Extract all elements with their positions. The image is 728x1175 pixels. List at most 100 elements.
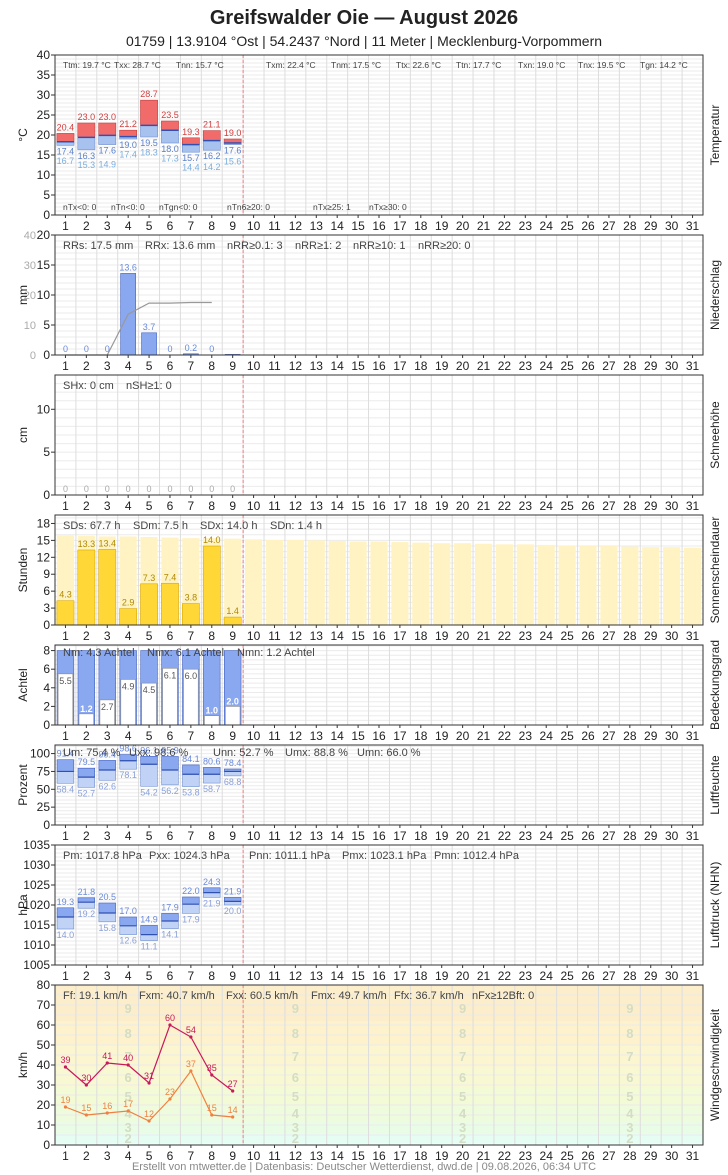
rain-xtick-label: 21 xyxy=(477,359,491,373)
temp-xtick-label: 19 xyxy=(435,219,449,233)
press-min-bar xyxy=(140,934,158,941)
temp-min-label: 19.0 xyxy=(119,140,137,150)
sun-possible-bar xyxy=(495,544,513,625)
rain-ytick-label: 0 xyxy=(43,348,50,362)
pressure-stat: Pmx: 1023.1 hPa xyxy=(342,850,427,862)
wind-ytick-label: 60 xyxy=(37,1018,51,1032)
sun-ytick-label: 9 xyxy=(43,567,50,581)
hum-max-label: 78.4 xyxy=(224,758,242,768)
humidity-xtick-label: 18 xyxy=(414,829,428,843)
humidity-stat: Umn: 66.0 % xyxy=(357,747,421,759)
wind-mean-point xyxy=(63,1105,68,1109)
press-max-label: 14.9 xyxy=(140,914,158,924)
rain-label: 0 xyxy=(84,344,89,354)
humidity-y-axis-label: Prozent xyxy=(16,764,30,806)
rain-sum-tick-label: 0 xyxy=(30,350,36,362)
wind-beaufort-band xyxy=(55,1067,703,1087)
press-min-label: 14.0 xyxy=(57,930,75,940)
sun-xtick-label: 19 xyxy=(435,629,449,643)
sun-bar xyxy=(182,603,200,626)
wind-xtick-label: 8 xyxy=(208,1149,215,1163)
temp-max-bar xyxy=(119,129,138,137)
snow-xtick-label: 23 xyxy=(519,499,533,513)
wind-beaufort-band xyxy=(55,985,703,995)
wind-beaufort-band xyxy=(55,1121,703,1133)
wind-xtick-label: 9 xyxy=(229,1149,236,1163)
wind-xtick-label: 7 xyxy=(188,1149,195,1163)
cloud-xtick-label: 25 xyxy=(560,729,574,743)
pressure-xtick-label: 7 xyxy=(188,969,195,983)
wind-xtick-label: 15 xyxy=(351,1149,365,1163)
press-max-label: 17.9 xyxy=(161,902,179,912)
pressure-xtick-label: 2 xyxy=(83,969,90,983)
wind-xtick-label: 13 xyxy=(310,1149,324,1163)
snow-label: 0 xyxy=(63,484,68,494)
cloud-ytick-label: 8 xyxy=(43,644,50,658)
temp-min-label: 17.6 xyxy=(224,146,242,156)
wind-xtick-label: 2 xyxy=(83,1149,90,1163)
wind-mean-point xyxy=(231,1115,235,1119)
humidity-xtick-label: 2 xyxy=(83,829,90,843)
press-min-label: 20.0 xyxy=(224,906,242,916)
temp-xtick-label: 16 xyxy=(372,219,386,233)
hum-max-bar xyxy=(182,764,200,775)
rain-xtick-label: 23 xyxy=(519,359,533,373)
snow-label: 0 xyxy=(230,484,235,494)
cloud-xtick-label: 28 xyxy=(623,729,637,743)
rain-xtick-label: 22 xyxy=(498,359,512,373)
sun-possible-bar xyxy=(328,540,346,625)
wind-beaufort-label: 3 xyxy=(125,1120,132,1135)
hum-min-bar xyxy=(56,771,75,784)
rain-ytick-label: 15 xyxy=(37,258,51,272)
wind-gust-point xyxy=(210,1073,214,1077)
temp-ytick-label: 15 xyxy=(37,148,51,162)
cloud-ytick-label: 0 xyxy=(43,718,50,732)
station-info: 01759 | 13.9104 °Ost | 54.2437 °Nord | 1… xyxy=(125,33,603,49)
rain-label: 3.7 xyxy=(143,322,156,332)
wind-gust-label: 35 xyxy=(207,1063,217,1073)
cloud-xtick-label: 10 xyxy=(247,729,261,743)
rain-xtick-label: 18 xyxy=(414,359,428,373)
wind-gust-point xyxy=(105,1061,109,1065)
wind-xtick-label: 6 xyxy=(167,1149,174,1163)
temp-min-bar xyxy=(182,144,200,153)
sun-possible-bar xyxy=(516,544,534,625)
wind-beaufort-label: 3 xyxy=(459,1120,466,1135)
sun-stat: SDx: 14.0 h xyxy=(200,520,257,532)
cloud-ytick-label: 6 xyxy=(43,662,50,676)
sun-possible-bar xyxy=(663,547,681,625)
cloud-label: 2.7 xyxy=(101,702,114,712)
sun-bar xyxy=(56,600,75,626)
wind-side-label: Windgeschwindigkeit xyxy=(708,1008,722,1121)
sun-xtick-label: 30 xyxy=(665,629,679,643)
wind-xtick-label: 14 xyxy=(331,1149,345,1163)
cloud-xtick-label: 16 xyxy=(372,729,386,743)
sun-possible-bar xyxy=(349,541,367,625)
pressure-xtick-label: 4 xyxy=(125,969,132,983)
sun-bar xyxy=(98,549,117,626)
rain-stat: nRR≥20: 0 xyxy=(418,240,471,252)
temp-min-bar xyxy=(202,140,221,151)
snow-xtick-label: 8 xyxy=(208,499,215,513)
wind-mean-point xyxy=(105,1111,109,1115)
hum-max-label: 96.1 xyxy=(140,745,158,755)
wind-mean-point xyxy=(189,1069,193,1073)
snow-side-label: Schneehöhe xyxy=(708,401,722,469)
snow-xtick-label: 22 xyxy=(498,499,512,513)
sun-xtick-label: 28 xyxy=(623,629,637,643)
rain-xtick-label: 16 xyxy=(372,359,386,373)
sun-xtick-label: 15 xyxy=(351,629,365,643)
sun-xtick-label: 25 xyxy=(560,629,574,643)
pressure-y-axis-label: hPa xyxy=(16,894,30,916)
snow-xtick-label: 25 xyxy=(560,499,574,513)
cloud-xtick-label: 9 xyxy=(229,729,236,743)
temp-xtick-label: 30 xyxy=(665,219,679,233)
rain-xtick-label: 3 xyxy=(104,359,111,373)
snow-stat: SHx: 0 cm xyxy=(63,380,114,392)
cloud-xtick-label: 31 xyxy=(686,729,700,743)
sun-stat: SDs: 67.7 h xyxy=(63,520,120,532)
sun-ytick-label: 6 xyxy=(43,584,50,598)
humidity-stat: Uxx: 98.6 % xyxy=(129,747,189,759)
cloud-xtick-label: 14 xyxy=(331,729,345,743)
wind-stat: Fxx: 60.5 km/h xyxy=(226,990,298,1002)
